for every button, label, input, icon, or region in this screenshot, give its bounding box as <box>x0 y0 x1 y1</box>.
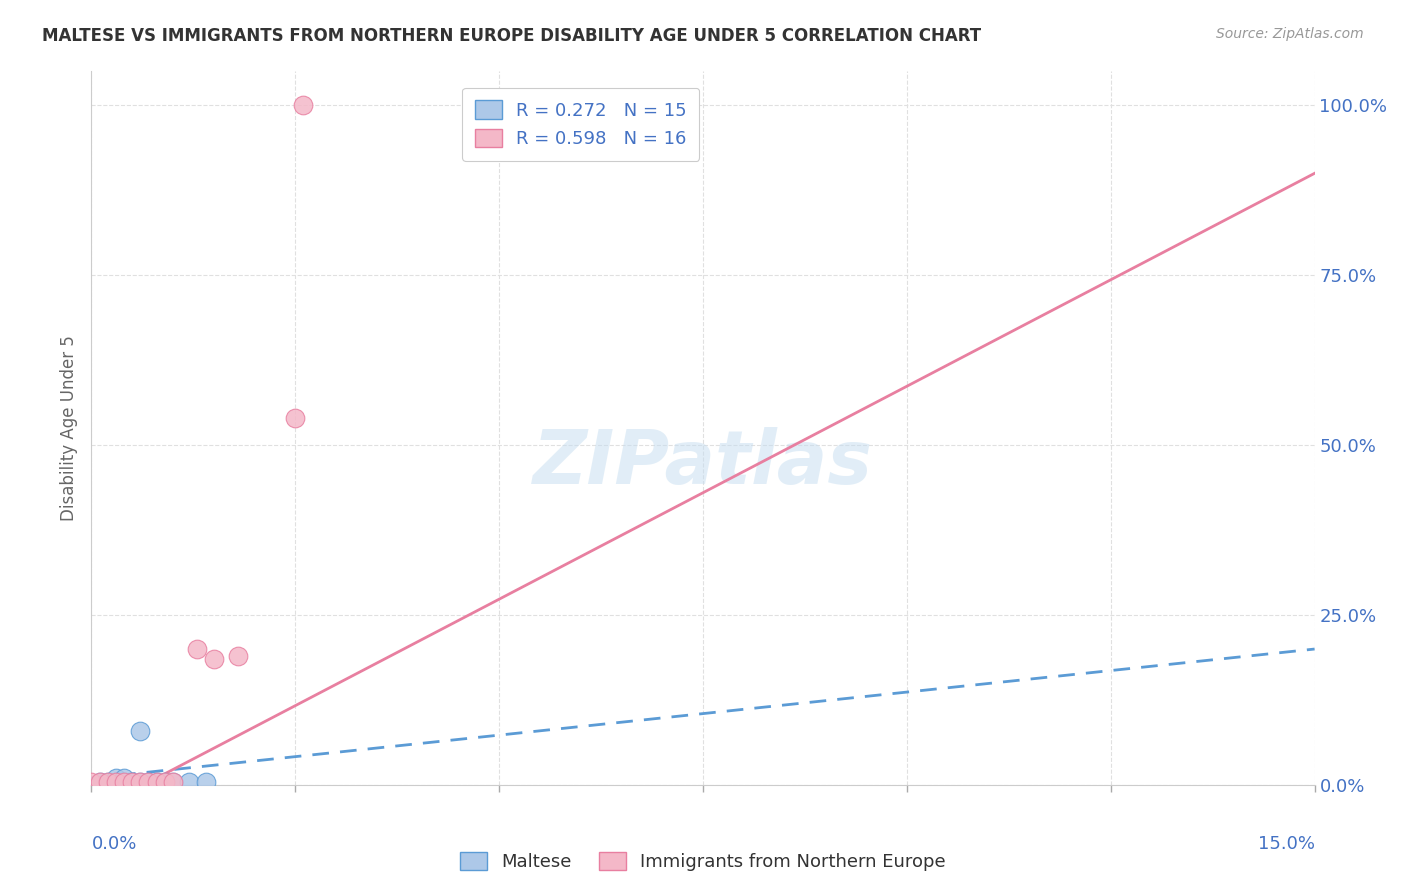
Point <box>162 774 184 789</box>
Point <box>121 774 143 789</box>
Text: ZIPatlas: ZIPatlas <box>533 427 873 500</box>
Point <box>89 774 111 789</box>
Point <box>129 774 152 789</box>
Text: Source: ZipAtlas.com: Source: ZipAtlas.com <box>1216 27 1364 41</box>
Point <box>138 774 160 789</box>
Point <box>97 774 120 789</box>
Point <box>138 774 160 789</box>
Text: MALTESE VS IMMIGRANTS FROM NORTHERN EUROPE DISABILITY AGE UNDER 5 CORRELATION CH: MALTESE VS IMMIGRANTS FROM NORTHERN EURO… <box>42 27 981 45</box>
Point <box>226 648 249 663</box>
Point <box>162 774 184 789</box>
Point <box>89 774 111 789</box>
Text: 0.0%: 0.0% <box>91 835 136 853</box>
Point <box>194 774 217 789</box>
Point <box>202 652 225 666</box>
Point <box>153 774 176 789</box>
Point <box>292 98 315 112</box>
Point <box>80 774 103 789</box>
Point <box>284 411 307 425</box>
Text: 15.0%: 15.0% <box>1257 835 1315 853</box>
Point <box>104 771 127 785</box>
Point <box>153 774 176 789</box>
Point <box>145 774 167 789</box>
Point <box>121 774 143 789</box>
Point <box>179 774 201 789</box>
Point <box>112 774 135 789</box>
Point <box>129 774 152 789</box>
Point <box>104 774 127 789</box>
Point <box>104 774 127 789</box>
Point <box>112 771 135 785</box>
Legend: Maltese, Immigrants from Northern Europe: Maltese, Immigrants from Northern Europe <box>453 845 953 879</box>
Point <box>112 774 135 789</box>
Point <box>145 774 167 789</box>
Point <box>129 723 152 738</box>
Point <box>186 642 208 657</box>
Y-axis label: Disability Age Under 5: Disability Age Under 5 <box>59 335 77 521</box>
Point <box>97 774 120 789</box>
Legend: R = 0.272   N = 15, R = 0.598   N = 16: R = 0.272 N = 15, R = 0.598 N = 16 <box>463 87 699 161</box>
